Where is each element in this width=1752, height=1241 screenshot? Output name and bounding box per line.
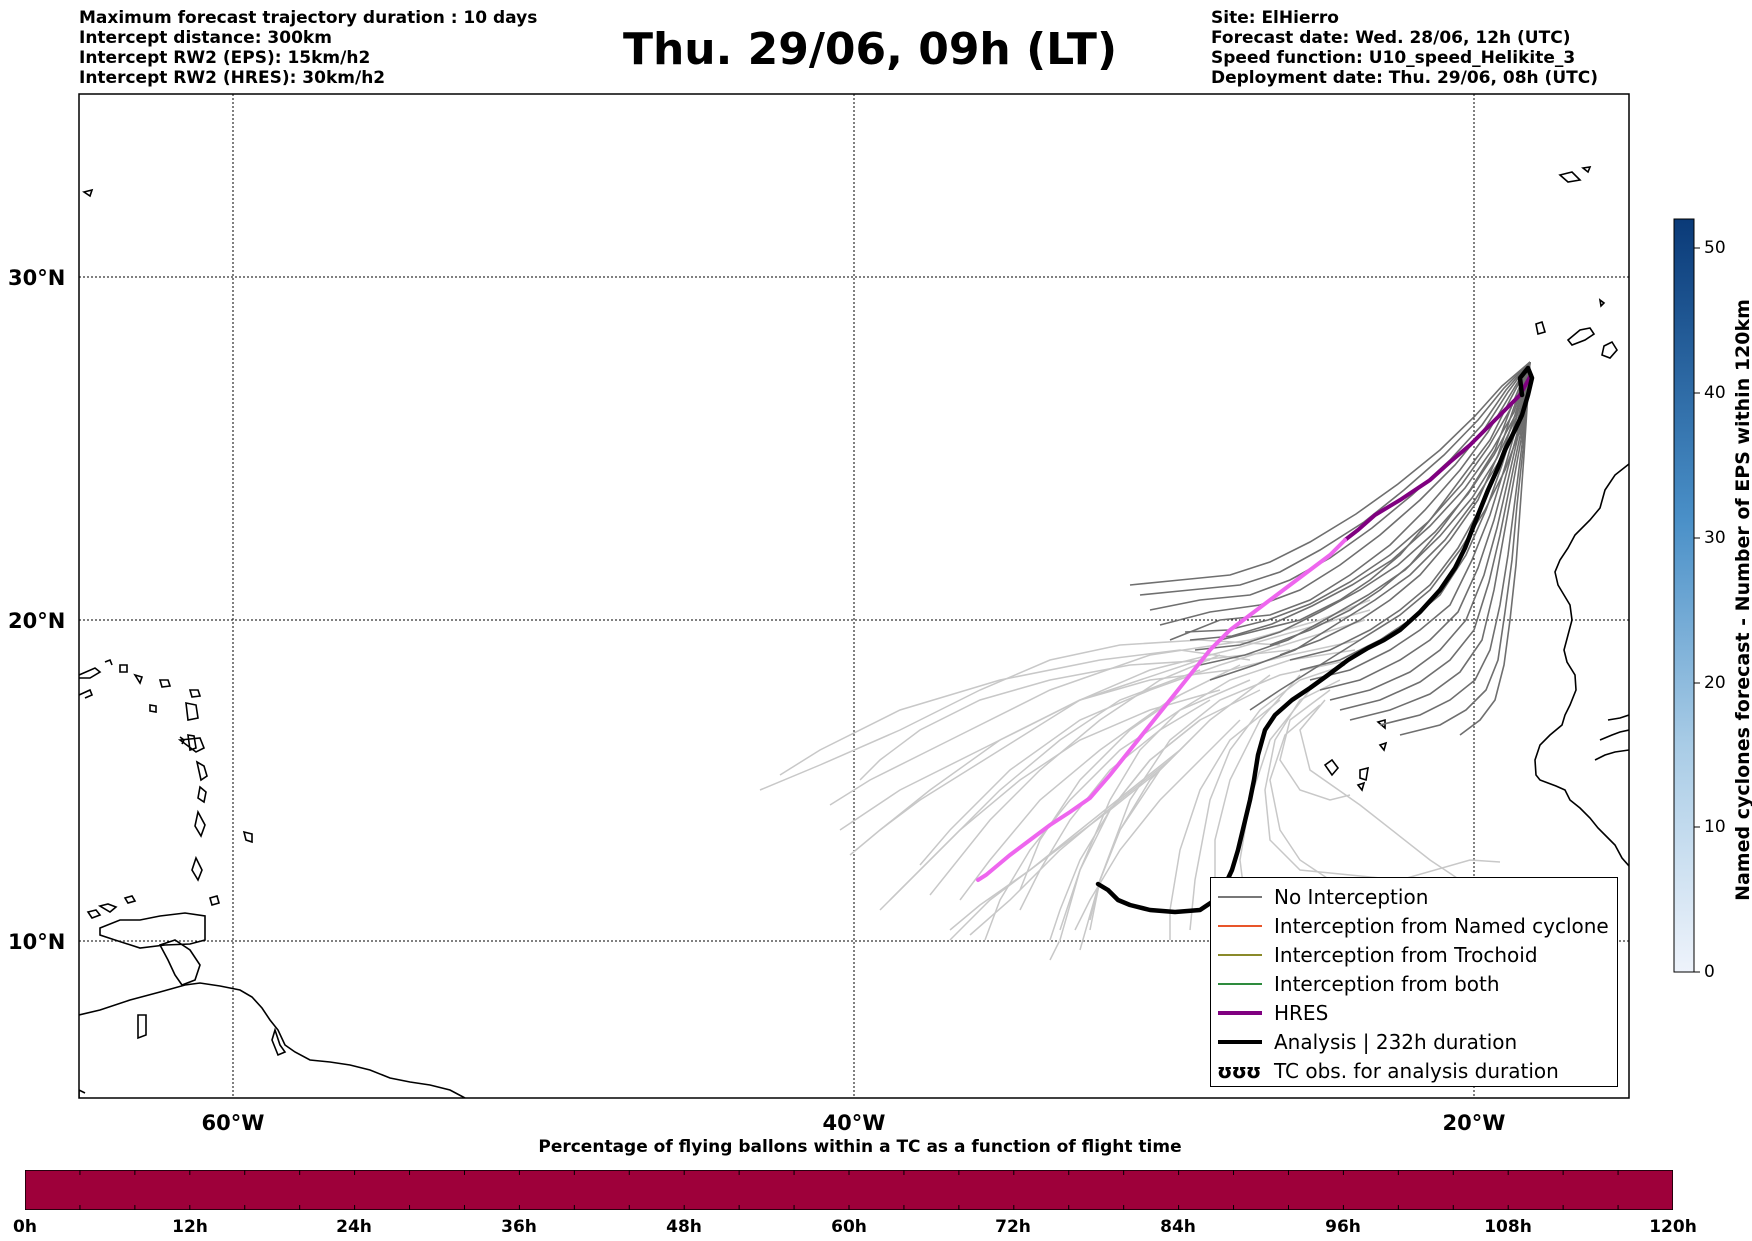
param-line: Intercept distance: 300km bbox=[79, 28, 332, 48]
lon-label: 20°W bbox=[1443, 1111, 1506, 1135]
flight-time-bar bbox=[25, 1170, 1673, 1210]
legend-item: HRES bbox=[1211, 999, 1617, 1027]
param-line: Intercept RW2 (HRES): 30km/h2 bbox=[79, 68, 386, 88]
flight-bar-tick: 96h bbox=[1325, 1217, 1361, 1237]
legend-item: Interception from Trochoid bbox=[1211, 941, 1617, 969]
forecast-parameters: Maximum forecast trajectory duration : 1… bbox=[79, 8, 537, 88]
legend-swatch bbox=[1218, 954, 1262, 956]
legend-item: Interception from Named cyclone bbox=[1211, 912, 1617, 940]
flight-bar-title: Percentage of flying ballons within a TC… bbox=[538, 1137, 1182, 1157]
legend-item: ʊʊʊ TC obs. for analysis duration bbox=[1211, 1057, 1617, 1085]
legend-item: Interception from both bbox=[1211, 970, 1617, 998]
lat-label: 10°N bbox=[8, 930, 65, 954]
flight-bar-tick: 24h bbox=[336, 1217, 372, 1237]
colorbar-tick: 30 bbox=[1704, 528, 1726, 548]
colorbar-tick: 0 bbox=[1704, 962, 1715, 982]
legend-label: Interception from Trochoid bbox=[1274, 943, 1538, 967]
colorbar-label: Named cyclones forecast - Number of EPS … bbox=[1732, 299, 1752, 901]
site-info: Site: ElHierro Forecast date: Wed. 28/06… bbox=[1211, 8, 1598, 88]
legend-label: Analysis | 232h duration bbox=[1274, 1030, 1518, 1054]
lat-label: 30°N bbox=[8, 266, 65, 290]
flight-bar-tick: 120h bbox=[1649, 1217, 1697, 1237]
legend-swatch bbox=[1218, 925, 1262, 927]
lon-label: 60°W bbox=[202, 1111, 265, 1135]
param-line: Intercept RW2 (EPS): 15km/h2 bbox=[79, 48, 371, 68]
flight-bar-tick: 108h bbox=[1484, 1217, 1532, 1237]
colorbar bbox=[1673, 218, 1700, 973]
flight-bar-tick: 72h bbox=[995, 1217, 1031, 1237]
flight-bar-fill bbox=[25, 1170, 1673, 1210]
legend-swatch bbox=[1218, 896, 1262, 898]
legend-swatch bbox=[1218, 983, 1262, 985]
legend-swatch bbox=[1218, 1011, 1262, 1015]
legend: No Interception Interception from Named … bbox=[1210, 877, 1618, 1087]
legend-item: Analysis | 232h duration bbox=[1211, 1028, 1617, 1056]
colorbar-tick: 20 bbox=[1704, 673, 1726, 693]
legend-label: HRES bbox=[1274, 1001, 1329, 1025]
lat-label: 20°N bbox=[8, 609, 65, 633]
coastlines bbox=[79, 166, 1629, 1098]
hres-trajectory bbox=[976, 373, 1533, 882]
cyclone-symbol-icon: ʊʊʊ bbox=[1217, 1059, 1261, 1083]
flight-bar-tick: 36h bbox=[501, 1217, 537, 1237]
param-line: Maximum forecast trajectory duration : 1… bbox=[79, 8, 538, 28]
legend-label: Interception from Named cyclone bbox=[1274, 914, 1609, 938]
flight-bar-tick: 48h bbox=[666, 1217, 702, 1237]
eps-light-trajectories bbox=[759, 599, 1501, 961]
flight-bar-tick: 0h bbox=[13, 1217, 37, 1237]
legend-label: No Interception bbox=[1274, 885, 1429, 909]
colorbar-tick: 40 bbox=[1704, 383, 1726, 403]
legend-label: TC obs. for analysis duration bbox=[1274, 1059, 1559, 1083]
colorbar-tick: 10 bbox=[1704, 817, 1726, 837]
site-line: Deployment date: Thu. 29/06, 08h (UTC) bbox=[1211, 68, 1598, 88]
colorbar-tick: 50 bbox=[1704, 238, 1726, 258]
flight-bar-tick: 84h bbox=[1160, 1217, 1196, 1237]
page-title: Thu. 29/06, 09h (LT) bbox=[622, 24, 1118, 75]
flight-bar-tick: 12h bbox=[172, 1217, 208, 1237]
legend-swatch bbox=[1218, 1040, 1262, 1044]
lon-label: 40°W bbox=[823, 1111, 886, 1135]
site-line: Forecast date: Wed. 28/06, 12h (UTC) bbox=[1211, 28, 1571, 48]
flight-bar-tick: 60h bbox=[831, 1217, 867, 1237]
legend-label: Interception from both bbox=[1274, 972, 1500, 996]
site-line: Site: ElHierro bbox=[1211, 8, 1339, 28]
site-line: Speed function: U10_speed_Helikite_3 bbox=[1211, 48, 1576, 68]
analysis-trajectory bbox=[1095, 365, 1535, 915]
eps-dark-trajectories bbox=[1129, 361, 1531, 736]
map-frame bbox=[78, 93, 1630, 1099]
legend-item: No Interception bbox=[1211, 883, 1617, 911]
